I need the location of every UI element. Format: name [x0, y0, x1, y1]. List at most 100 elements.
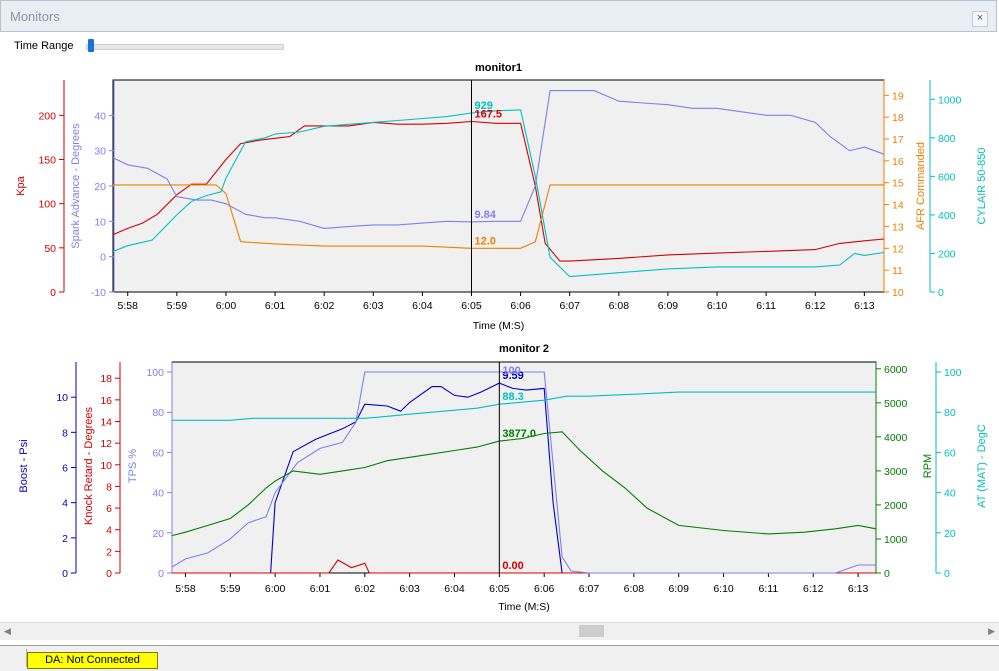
- window-title: Monitors: [10, 9, 60, 24]
- scrollbar-thumb[interactable]: [579, 625, 604, 637]
- y-tick-label-knock: 8: [106, 481, 112, 493]
- series-line-knock: [172, 559, 876, 574]
- y-tick-label-kpa: 50: [44, 243, 56, 255]
- y-tick-label-rpm: 3000: [884, 466, 908, 478]
- y-tick-label-spark: 10: [94, 216, 106, 228]
- y-tick-label-boost: 4: [62, 498, 68, 510]
- y-tick-label-boost: 8: [62, 427, 68, 439]
- x-tick-label: 5:58: [175, 583, 196, 595]
- cursor-value-rpm: 3877.0: [502, 428, 536, 440]
- y-tick-label-spark: 40: [94, 110, 106, 122]
- y-tick-label-knock: 0: [106, 568, 112, 580]
- y-tick-label-afr: 13: [892, 221, 904, 233]
- y-tick-label-cylair: 0: [938, 287, 944, 299]
- y-tick-label-rpm: 6000: [884, 364, 908, 376]
- cursor-value-spark: 9.84: [474, 209, 496, 221]
- y-tick-label-knock: 12: [100, 438, 112, 450]
- y-tick-label-rpm: 5000: [884, 398, 908, 410]
- cursor-value-knock: 0.00: [502, 560, 523, 572]
- monitor-charts: monitor1 5:58 5:59 6:00 6:01 6:02 6:03 6:04 6:05…: [15, 62, 988, 613]
- y-tick-label-tps: 0: [158, 568, 164, 580]
- x-tick-label: 6:12: [805, 300, 826, 312]
- window-titlebar: Monitors ×: [0, 0, 997, 32]
- cursor-value-afr: 12.0: [474, 235, 495, 247]
- x-tick-label: 6:11: [756, 300, 776, 312]
- series-line-rpm: [171, 431, 877, 537]
- y-tick-label-at: 100: [944, 367, 962, 379]
- y-tick-label-tps: 80: [152, 407, 164, 419]
- y-tick-label-tps: 100: [146, 367, 164, 379]
- y-tick-label-cylair: 800: [938, 133, 956, 145]
- plot-area-1: [112, 79, 885, 293]
- y-tick-label-afr: 12: [892, 243, 904, 255]
- y-tick-label-kpa: 0: [50, 287, 56, 299]
- x-tick-label: 6:12: [803, 583, 824, 595]
- y-tick-label-cylair: 200: [938, 248, 956, 260]
- y-tick-label-afr: 17: [892, 134, 904, 146]
- time-range-slider-track[interactable]: [86, 44, 284, 50]
- status-separator: [0, 649, 27, 667]
- x-tick-label: 6:06: [534, 583, 555, 595]
- y-axis-label-spark: Spark Advance - Degrees: [70, 123, 82, 249]
- x-tick-label: 6:09: [658, 300, 679, 312]
- y-axis-label-at: AT (MAT) - DegC: [976, 424, 988, 508]
- series-line-at: [172, 391, 876, 421]
- x-tick-label: 6:10: [713, 583, 734, 595]
- y-axis-label-afr: AFR Commanded: [915, 142, 927, 230]
- x-axis-label: Time (M:S): [473, 320, 525, 332]
- y-tick-label-knock: 6: [106, 503, 112, 515]
- cursor-value-boost: 9.59: [502, 370, 523, 382]
- toolbar: Time Range: [0, 32, 999, 54]
- horizontal-scrollbar[interactable]: ◀ ▶: [0, 622, 999, 640]
- y-tick-label-boost: 2: [62, 533, 68, 545]
- y-tick-label-cylair: 400: [938, 210, 956, 222]
- x-tick-label: 6:07: [559, 300, 580, 312]
- scroll-right-arrow-icon[interactable]: ▶: [988, 626, 995, 636]
- y-tick-label-spark: 0: [100, 252, 106, 264]
- x-tick-label: 5:59: [167, 300, 188, 312]
- y-tick-label-afr: 19: [892, 90, 904, 102]
- y-tick-label-knock: 16: [100, 395, 112, 407]
- series-line-spark: [112, 90, 885, 229]
- y-axis-label-boost: Boost - Psi: [18, 439, 30, 492]
- y-tick-label-kpa: 150: [38, 155, 56, 167]
- y-tick-label-rpm: 0: [884, 568, 890, 580]
- series-line-kpa: [112, 120, 885, 262]
- y-tick-label-at: 20: [944, 528, 956, 540]
- x-tick-label: 6:08: [609, 300, 630, 312]
- y-tick-label-afr: 14: [892, 200, 904, 212]
- y-tick-label-boost: 0: [62, 568, 68, 580]
- scroll-left-arrow-icon[interactable]: ◀: [4, 626, 11, 636]
- x-tick-label: 6:01: [310, 583, 331, 595]
- x-tick-label: 5:59: [220, 583, 241, 595]
- y-tick-label-knock: 4: [106, 525, 112, 537]
- x-tick-label: 6:01: [265, 300, 286, 312]
- cursor-value-tps: 100: [502, 365, 520, 377]
- x-tick-label: 6:10: [707, 300, 728, 312]
- y-tick-label-boost: 10: [56, 392, 68, 404]
- y-tick-label-spark: 30: [94, 146, 106, 158]
- series-line-boost: [270, 382, 563, 574]
- y-tick-label-at: 80: [944, 407, 956, 419]
- plot-area-2: [171, 361, 877, 574]
- x-tick-label: 6:03: [399, 583, 420, 595]
- close-icon[interactable]: ×: [972, 11, 988, 27]
- x-tick-label: 6:11: [759, 583, 779, 595]
- x-tick-label: 6:04: [412, 300, 433, 312]
- y-tick-label-afr: 10: [892, 287, 904, 299]
- status-bar: DA: Not Connected: [0, 645, 999, 671]
- x-tick-label: 6:07: [579, 583, 600, 595]
- time-range-slider-thumb[interactable]: [88, 39, 94, 52]
- x-tick-label: 5:58: [118, 300, 139, 312]
- x-tick-label: 6:00: [265, 583, 286, 595]
- x-tick-label: 6:02: [355, 583, 376, 595]
- y-tick-label-knock: 18: [100, 373, 112, 385]
- x-tick-label: 6:03: [363, 300, 384, 312]
- y-axis-label-rpm: RPM: [922, 454, 934, 478]
- y-tick-label-boost: 6: [62, 463, 68, 475]
- chart-title: monitor 2: [499, 343, 549, 355]
- x-tick-label: 6:13: [854, 300, 875, 312]
- time-range-label: Time Range: [14, 40, 74, 52]
- x-tick-label: 6:13: [848, 583, 869, 595]
- y-tick-label-tps: 40: [152, 488, 164, 500]
